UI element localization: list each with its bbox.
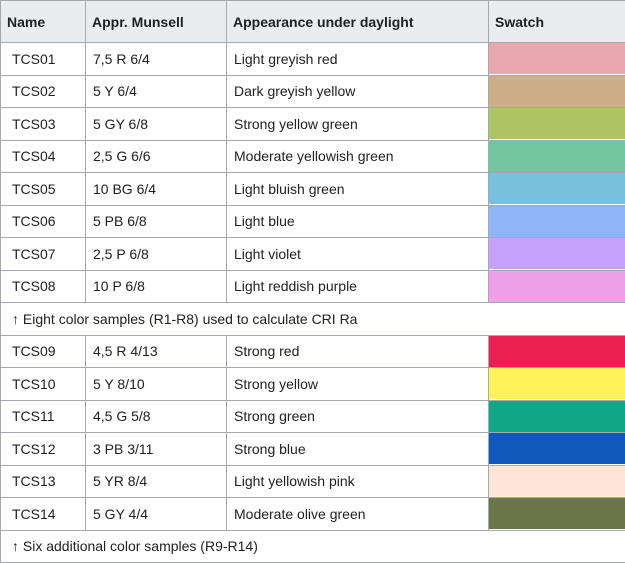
color-swatch <box>489 108 625 140</box>
munsell-value: 10 P 6/8 <box>85 269 227 303</box>
sample-name: TCS01 <box>0 42 86 76</box>
appearance-text: Moderate olive green <box>226 497 489 531</box>
swatch-cell <box>488 464 625 498</box>
note-row: ↑ Eight color samples (R1-R8) used to ca… <box>0 302 625 336</box>
sample-name: TCS07 <box>0 237 86 271</box>
munsell-value: 3 PB 3/11 <box>85 432 227 466</box>
appearance-text: Light reddish purple <box>226 269 489 303</box>
munsell-value: 2,5 P 6/8 <box>85 237 227 271</box>
swatch-cell <box>488 399 625 433</box>
table-row: TCS01 7,5 R 6/4 Light greyish red <box>0 42 625 76</box>
munsell-value: 5 GY 4/4 <box>85 497 227 531</box>
sample-name: TCS02 <box>0 74 86 108</box>
table-row: TCS12 3 PB 3/11 Strong blue <box>0 432 625 466</box>
table-row: TCS09 4,5 R 4/13 Strong red <box>0 334 625 368</box>
sample-name: TCS13 <box>0 464 86 498</box>
color-swatch <box>489 368 625 400</box>
appearance-text: Light bluish green <box>226 172 489 206</box>
table-row: TCS05 10 BG 6/4 Light bluish green <box>0 172 625 206</box>
note-six-samples: ↑ Six additional color samples (R9-R14) <box>0 529 625 563</box>
appearance-text: Light violet <box>226 237 489 271</box>
color-swatch <box>489 270 625 302</box>
table-row: TCS14 5 GY 4/4 Moderate olive green <box>0 497 625 531</box>
table-row: TCS03 5 GY 6/8 Strong yellow green <box>0 107 625 141</box>
munsell-value: 10 BG 6/4 <box>85 172 227 206</box>
appearance-text: Strong red <box>226 334 489 368</box>
note-row: ↑ Six additional color samples (R9-R14) <box>0 529 625 563</box>
table-row: TCS04 2,5 G 6/6 Moderate yellowish green <box>0 139 625 173</box>
table-row: TCS13 5 YR 8/4 Light yellowish pink <box>0 464 625 498</box>
appearance-text: Strong blue <box>226 432 489 466</box>
table-row: TCS06 5 PB 6/8 Light blue <box>0 204 625 238</box>
swatch-cell <box>488 334 625 368</box>
table-row: TCS10 5 Y 8/10 Strong yellow <box>0 367 625 401</box>
appearance-text: Light greyish red <box>226 42 489 76</box>
color-swatch <box>489 205 625 237</box>
header-appearance: Appearance under daylight <box>226 0 489 43</box>
color-swatch <box>489 140 625 172</box>
sample-name: TCS03 <box>0 107 86 141</box>
note-eight-samples: ↑ Eight color samples (R1-R8) used to ca… <box>0 302 625 336</box>
sample-name: TCS05 <box>0 172 86 206</box>
color-swatch <box>489 433 625 465</box>
swatch-cell <box>488 237 625 271</box>
appearance-text: Light blue <box>226 204 489 238</box>
appearance-text: Moderate yellowish green <box>226 139 489 173</box>
sample-name: TCS12 <box>0 432 86 466</box>
swatch-cell <box>488 497 625 531</box>
munsell-value: 2,5 G 6/6 <box>85 139 227 173</box>
swatch-cell <box>488 269 625 303</box>
swatch-cell <box>488 367 625 401</box>
header-row: Name Appr. Munsell Appearance under dayl… <box>0 0 625 43</box>
swatch-cell <box>488 42 625 76</box>
sample-name: TCS04 <box>0 139 86 173</box>
munsell-value: 7,5 R 6/4 <box>85 42 227 76</box>
header-munsell: Appr. Munsell <box>85 0 227 43</box>
color-swatch <box>489 465 625 497</box>
appearance-text: Light yellowish pink <box>226 464 489 498</box>
swatch-cell <box>488 74 625 108</box>
sample-name: TCS10 <box>0 367 86 401</box>
swatch-cell <box>488 139 625 173</box>
color-swatch <box>489 400 625 432</box>
munsell-value: 4,5 R 4/13 <box>85 334 227 368</box>
table-row: TCS02 5 Y 6/4 Dark greyish yellow <box>0 74 625 108</box>
swatch-cell <box>488 204 625 238</box>
color-swatch <box>489 43 625 75</box>
appearance-text: Strong yellow <box>226 367 489 401</box>
appearance-text: Strong green <box>226 399 489 433</box>
sample-name: TCS14 <box>0 497 86 531</box>
sample-name: TCS11 <box>0 399 86 433</box>
header-name: Name <box>0 0 86 43</box>
appearance-text: Dark greyish yellow <box>226 74 489 108</box>
table-row: TCS07 2,5 P 6/8 Light violet <box>0 237 625 271</box>
sample-name: TCS09 <box>0 334 86 368</box>
sample-name: TCS08 <box>0 269 86 303</box>
munsell-value: 5 GY 6/8 <box>85 107 227 141</box>
color-swatch <box>489 238 625 270</box>
color-swatch <box>489 75 625 107</box>
munsell-value: 5 Y 8/10 <box>85 367 227 401</box>
munsell-value: 5 YR 8/4 <box>85 464 227 498</box>
color-swatch <box>489 335 625 367</box>
swatch-cell <box>488 172 625 206</box>
appearance-text: Strong yellow green <box>226 107 489 141</box>
munsell-value: 5 PB 6/8 <box>85 204 227 238</box>
sample-name: TCS06 <box>0 204 86 238</box>
swatch-cell <box>488 432 625 466</box>
header-swatch: Swatch <box>488 0 625 43</box>
munsell-value: 4,5 G 5/8 <box>85 399 227 433</box>
color-swatch <box>489 173 625 205</box>
swatch-cell <box>488 107 625 141</box>
color-swatch <box>489 498 625 530</box>
table-row: TCS08 10 P 6/8 Light reddish purple <box>0 269 625 303</box>
table-row: TCS11 4,5 G 5/8 Strong green <box>0 399 625 433</box>
munsell-value: 5 Y 6/4 <box>85 74 227 108</box>
